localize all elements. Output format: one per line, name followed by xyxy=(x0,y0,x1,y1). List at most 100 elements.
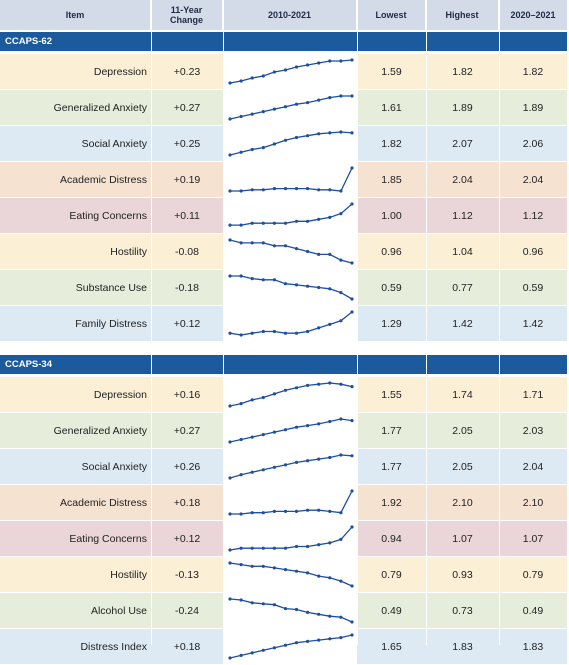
sparkline-point xyxy=(339,291,343,295)
sparkline-point xyxy=(272,392,276,396)
sparkline-point xyxy=(317,612,321,616)
sparkline-point xyxy=(228,81,232,85)
sparkline-point xyxy=(283,643,288,647)
sparkline-point xyxy=(306,459,310,463)
item-label: Family Distress xyxy=(75,317,147,330)
sparkline-point xyxy=(339,319,343,323)
sparkline-point xyxy=(272,221,276,225)
sparkline-point xyxy=(239,189,243,193)
sparkline xyxy=(228,130,354,157)
sparkline-point xyxy=(328,509,332,513)
sparkline-point xyxy=(250,188,254,192)
sparkline-point xyxy=(339,537,343,541)
header-item: Item xyxy=(0,0,151,30)
sparkline-point xyxy=(272,546,276,550)
sparkline-point xyxy=(228,117,232,121)
item-label: Substance Use xyxy=(75,281,147,294)
sparkline-point xyxy=(272,70,276,74)
column-divider xyxy=(499,0,500,645)
sparkline-cell xyxy=(223,306,357,341)
lowest-value: 1.85 xyxy=(381,173,402,186)
sparkline-point xyxy=(317,638,321,642)
lowest-value: 1.82 xyxy=(381,137,402,150)
sparkline-point xyxy=(294,247,299,251)
sparkline-point xyxy=(228,548,232,552)
sparkline-point xyxy=(339,189,343,193)
lowest-value: 1.29 xyxy=(381,317,402,330)
sparkline-point xyxy=(239,274,243,278)
sparkline-point xyxy=(228,512,232,516)
sparkline-point xyxy=(239,402,243,406)
item-label: Alcohol Use xyxy=(90,604,147,617)
sparkline-point xyxy=(317,61,321,65)
table-row: Academic Distress +0.19 1.85 2.04 2.04 xyxy=(0,162,567,197)
sparkline-point xyxy=(272,142,276,146)
sparkline-cell xyxy=(223,126,357,161)
table-row: Generalized Anxiety +0.27 1.77 2.05 2.03 xyxy=(0,413,567,448)
sparkline-point xyxy=(283,546,288,550)
row-divider xyxy=(0,520,567,521)
row-divider xyxy=(0,341,567,342)
sparkline-point xyxy=(294,331,299,335)
row-divider xyxy=(0,197,567,198)
lowest-value: 1.61 xyxy=(381,101,402,114)
sparkline-point xyxy=(294,641,299,645)
sparkline-point xyxy=(328,287,332,291)
sparkline-point xyxy=(328,576,332,580)
row-divider xyxy=(0,556,567,557)
sparkline-point xyxy=(306,610,310,614)
sparkline-point xyxy=(306,424,310,428)
section-header: CCAPS-62 xyxy=(0,32,567,51)
sparkline xyxy=(228,274,354,301)
sparkline-point xyxy=(350,58,354,62)
sparkline-point xyxy=(317,543,321,547)
sparkline-point xyxy=(261,110,265,114)
lowest-value: 0.96 xyxy=(381,245,402,258)
sparkline-series xyxy=(230,167,353,192)
sparkline-point xyxy=(272,107,276,111)
sparkline-series xyxy=(229,454,353,479)
item-label: Eating Concerns xyxy=(69,209,147,222)
sparkline-point xyxy=(306,134,310,138)
table-row: Generalized Anxiety +0.27 1.61 1.89 1.89 xyxy=(0,90,567,125)
change-value: +0.27 xyxy=(173,424,201,437)
sparkline-point xyxy=(261,648,265,652)
lowest-value: 0.94 xyxy=(381,532,402,545)
header-change: 11-Year Change xyxy=(151,0,223,30)
lowest-value: 1.00 xyxy=(381,209,402,222)
item-label: Generalized Anxiety xyxy=(53,101,147,114)
highest-value: 2.05 xyxy=(452,460,473,473)
sparkline-cell xyxy=(223,485,357,520)
sparkline-point xyxy=(339,130,343,134)
sparkline-point xyxy=(350,94,354,98)
change-value: -0.08 xyxy=(175,245,199,258)
sparkline-point xyxy=(261,433,265,437)
sparkline-cell xyxy=(223,234,357,269)
sparkline-point xyxy=(328,59,332,63)
sparkline-point xyxy=(228,238,232,242)
sparkline xyxy=(228,94,354,121)
sparkline-point xyxy=(250,277,254,281)
sparkline-point xyxy=(250,398,254,402)
sparkline-point xyxy=(317,98,321,102)
sparkline-point xyxy=(350,525,354,529)
highest-value: 1.07 xyxy=(452,532,473,545)
row-divider xyxy=(0,305,567,306)
sparkline-point xyxy=(306,219,310,223)
highest-value: 2.07 xyxy=(452,137,473,150)
sparkline xyxy=(228,453,354,480)
sparkline-point xyxy=(350,620,354,624)
sparkline-point xyxy=(283,568,288,572)
recent-value: 1.89 xyxy=(522,101,544,114)
highest-value: 1.12 xyxy=(452,209,473,222)
sparkline-point xyxy=(283,509,288,513)
sparkline-point xyxy=(350,489,354,493)
sparkline-point xyxy=(350,297,354,301)
row-divider xyxy=(0,161,567,162)
sparkline-point xyxy=(239,512,243,516)
recent-value: 0.59 xyxy=(522,281,544,294)
sparkline-point xyxy=(339,511,343,515)
sparkline-point xyxy=(339,382,343,386)
sparkline-point xyxy=(250,601,254,605)
